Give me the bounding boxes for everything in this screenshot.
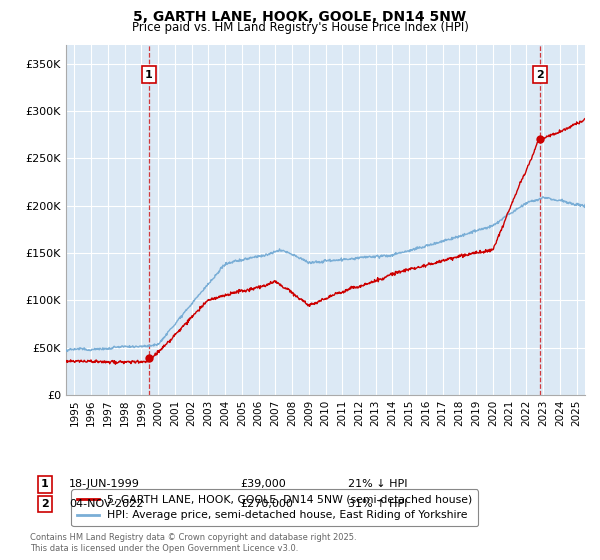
Text: 21% ↓ HPI: 21% ↓ HPI <box>348 479 407 489</box>
Text: Contains HM Land Registry data © Crown copyright and database right 2025.
This d: Contains HM Land Registry data © Crown c… <box>30 533 356 553</box>
Legend: 5, GARTH LANE, HOOK, GOOLE, DN14 5NW (semi-detached house), HPI: Average price, : 5, GARTH LANE, HOOK, GOOLE, DN14 5NW (se… <box>71 489 478 526</box>
Text: 1: 1 <box>41 479 49 489</box>
Text: 04-NOV-2022: 04-NOV-2022 <box>69 499 143 509</box>
Text: 2: 2 <box>41 499 49 509</box>
Text: 18-JUN-1999: 18-JUN-1999 <box>69 479 140 489</box>
Text: 31% ↑ HPI: 31% ↑ HPI <box>348 499 407 509</box>
Text: 1: 1 <box>145 69 153 80</box>
Text: £270,000: £270,000 <box>240 499 293 509</box>
Text: 2: 2 <box>536 69 544 80</box>
Text: 5, GARTH LANE, HOOK, GOOLE, DN14 5NW: 5, GARTH LANE, HOOK, GOOLE, DN14 5NW <box>133 10 467 24</box>
Text: Price paid vs. HM Land Registry's House Price Index (HPI): Price paid vs. HM Land Registry's House … <box>131 21 469 34</box>
Text: £39,000: £39,000 <box>240 479 286 489</box>
